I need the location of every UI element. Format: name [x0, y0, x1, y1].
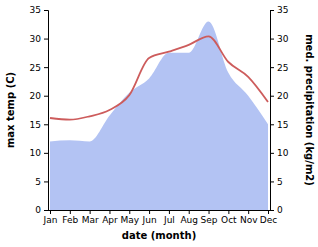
tick-label: 25: [30, 63, 41, 73]
tick-label: 0: [35, 205, 41, 215]
tick: 25: [30, 63, 48, 73]
tick-mark: [270, 181, 274, 182]
tick-label: Jun: [142, 215, 157, 225]
x-axis-title: date (month): [122, 230, 196, 241]
tick-label: Feb: [62, 215, 78, 225]
tick: Oct: [221, 210, 237, 225]
tick-mark: [109, 210, 110, 214]
tick-mark: [70, 210, 71, 214]
tick-mark: [270, 67, 274, 68]
chart: JanFebMarAprMayJunJulAugSepOctNovDec0510…: [0, 0, 318, 247]
tick-label: 20: [30, 91, 42, 101]
tick-label: 10: [30, 148, 42, 158]
tick-label: 20: [277, 91, 289, 101]
tick-label: Jul: [163, 215, 175, 225]
tick-label: 5: [35, 177, 41, 187]
tick-label: Sep: [201, 215, 218, 225]
tick: May: [120, 210, 139, 225]
tick: Jun: [142, 210, 157, 225]
tick-label: May: [120, 215, 139, 225]
tick-label: 25: [277, 63, 288, 73]
axis-line: [44, 11, 49, 211]
tick: 25: [270, 63, 288, 73]
temperature-line: [50, 36, 268, 119]
tick-mark: [270, 96, 274, 97]
plot-area: [50, 21, 268, 210]
tick-mark: [248, 210, 249, 214]
tick-mark: [270, 210, 274, 211]
tick-mark: [44, 124, 48, 125]
tick: Aug: [180, 210, 198, 225]
tick: Sep: [201, 210, 218, 225]
y2-axis: 0 5 10 15 20 25 30 35: [270, 5, 289, 215]
tick-mark: [44, 210, 48, 211]
tick: 30: [30, 34, 48, 44]
tick: Apr: [102, 210, 118, 225]
tick: Dec: [260, 210, 277, 225]
tick-label: 30: [277, 34, 289, 44]
tick: 30: [270, 34, 289, 44]
tick: 35: [270, 5, 288, 15]
tick: 15: [270, 120, 288, 130]
tick: 10: [30, 148, 48, 158]
tick-label: 15: [277, 120, 288, 130]
y2-axis-title: med. precipitation (kg/m2): [304, 34, 315, 186]
tick-mark: [149, 210, 150, 214]
tick-mark: [50, 210, 51, 214]
tick-label: Aug: [180, 215, 198, 225]
tick: Jul: [163, 210, 175, 225]
tick: 20: [270, 91, 289, 101]
tick-mark: [129, 210, 130, 214]
tick: 5: [35, 177, 48, 187]
tick: 35: [30, 5, 48, 15]
tick-label: 10: [277, 148, 289, 158]
y-axis-title: max temp (C): [5, 72, 16, 148]
tick-label: 5: [277, 177, 283, 187]
tick: 15: [30, 120, 48, 130]
tick-label: 35: [277, 5, 288, 15]
tick-mark: [268, 210, 269, 214]
tick-mark: [169, 210, 170, 214]
tick-mark: [270, 10, 274, 11]
tick-label: Apr: [102, 215, 118, 225]
tick-label: Nov: [240, 215, 258, 225]
axis-line: [271, 11, 275, 211]
tick-mark: [44, 67, 48, 68]
tick-mark: [209, 210, 210, 214]
x-axis: Jan Feb MarAprMayJun Jul AugSepOctNovDec: [43, 210, 278, 225]
tick-mark: [228, 210, 229, 214]
precipitation-area: [50, 21, 268, 210]
tick-label: 35: [30, 5, 41, 15]
tick-mark: [270, 39, 274, 40]
tick-label: 30: [30, 34, 42, 44]
tick: 0: [270, 205, 283, 215]
tick-mark: [270, 124, 274, 125]
tick: 5: [270, 177, 283, 187]
tick-mark: [189, 210, 190, 214]
tick-mark: [44, 39, 48, 40]
tick-label: Oct: [221, 215, 237, 225]
axis-line: [48, 210, 270, 211]
tick-label: 15: [30, 120, 41, 130]
tick-label: 0: [277, 205, 283, 215]
tick: 10: [270, 148, 289, 158]
tick-mark: [90, 210, 91, 214]
tick-mark: [44, 181, 48, 182]
tick: Mar: [82, 210, 99, 225]
tick-mark: [44, 153, 48, 154]
tick-label: Jan: [43, 215, 58, 225]
y-axis: 0 5 10 15 20 25 30 35: [30, 5, 49, 215]
tick: 0: [35, 205, 48, 215]
tick-label: Mar: [82, 215, 99, 225]
tick-label: Dec: [260, 215, 277, 225]
tick-mark: [270, 153, 274, 154]
tick: Nov: [240, 210, 258, 225]
tick-mark: [44, 96, 48, 97]
tick: 20: [30, 91, 48, 101]
tick: Jan: [43, 210, 58, 225]
tick-mark: [44, 10, 48, 11]
tick: Feb: [62, 210, 78, 225]
